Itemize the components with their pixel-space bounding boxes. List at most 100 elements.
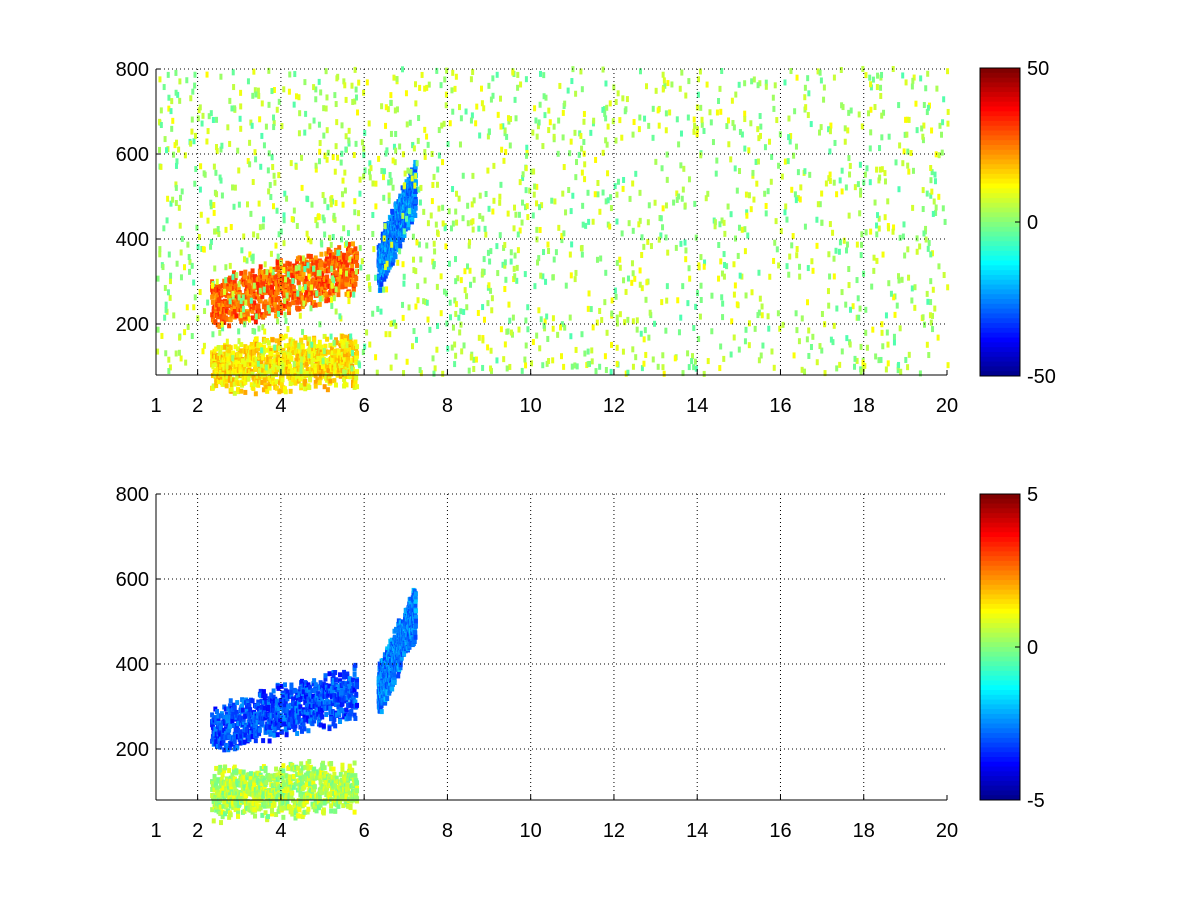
colorbar-segment — [980, 96, 1020, 103]
heatmap-cell — [472, 276, 476, 283]
heatmap-cell — [560, 232, 564, 239]
heatmap-cell — [930, 250, 934, 257]
heatmap-cell — [157, 146, 161, 153]
heatmap-cell — [392, 143, 396, 150]
heatmap-cell — [378, 261, 383, 267]
heatmap-cell — [417, 115, 421, 122]
heatmap-cell — [853, 363, 857, 370]
heatmap-cell — [347, 298, 351, 305]
heatmap-cell — [694, 303, 698, 310]
heatmap-cell — [287, 368, 292, 374]
heatmap-cell — [772, 105, 776, 112]
heatmap-cell — [240, 729, 245, 735]
heatmap-cell — [269, 278, 274, 284]
heatmap-cell — [220, 192, 224, 199]
heatmap-cell — [779, 228, 783, 235]
heatmap-cell — [666, 80, 670, 87]
heatmap-cell — [697, 335, 701, 342]
heatmap-cell — [250, 371, 255, 377]
heatmap-cell — [314, 162, 318, 169]
heatmap-cell — [822, 96, 826, 103]
heatmap-cell — [303, 386, 308, 392]
heatmap-cell — [249, 306, 254, 312]
heatmap-cell — [880, 71, 884, 78]
colorbar-segment — [980, 92, 1020, 98]
heatmap-cell — [156, 348, 160, 355]
colorbar-segment — [980, 197, 1020, 204]
heatmap-cell — [354, 140, 358, 147]
heatmap-cell — [266, 305, 270, 312]
colorbar-segment — [980, 260, 1020, 266]
heatmap-cell — [574, 346, 578, 353]
heatmap-cell — [828, 128, 832, 135]
heatmap-cell — [319, 373, 324, 379]
heatmap-cell — [835, 191, 839, 198]
heatmap-cell — [239, 270, 244, 276]
heatmap-cell — [227, 723, 232, 729]
heatmap-cell — [761, 342, 765, 349]
heatmap-cell — [755, 180, 759, 187]
heatmap-cell — [210, 294, 215, 300]
heatmap-cell — [679, 314, 683, 321]
heatmap-cell — [269, 250, 273, 257]
heatmap-cell — [312, 84, 316, 91]
heatmap-cell — [330, 282, 334, 289]
heatmap-cell — [881, 251, 885, 258]
heatmap-cell — [318, 295, 322, 302]
heatmap-cell — [867, 110, 871, 117]
heatmap-cell — [175, 260, 179, 267]
heatmap-cell — [158, 118, 162, 125]
colorbar-segment — [980, 308, 1020, 314]
heatmap-cell — [929, 165, 933, 172]
heatmap-cell — [759, 352, 763, 359]
heatmap-cell — [312, 117, 316, 124]
heatmap-cell — [353, 209, 357, 216]
heatmap-cell — [680, 69, 684, 76]
heatmap-cell — [392, 319, 396, 326]
heatmap-cell — [241, 699, 246, 705]
heatmap-cell — [354, 94, 358, 101]
heatmap-cell — [743, 116, 747, 123]
heatmap-cell — [319, 267, 324, 273]
heatmap-cell — [729, 351, 733, 358]
heatmap-cell — [927, 352, 931, 359]
colorbar-segment — [980, 289, 1020, 295]
heatmap-cell — [166, 71, 170, 78]
heatmap-cell — [332, 255, 337, 261]
heatmap-cell — [392, 74, 396, 81]
heatmap-cell — [664, 327, 668, 334]
heatmap-cell — [834, 247, 838, 254]
heatmap-cell — [298, 285, 302, 292]
heatmap-cell — [901, 160, 905, 167]
heatmap-cell — [189, 95, 193, 102]
heatmap-cell — [382, 276, 387, 282]
heatmap-cell — [312, 265, 316, 272]
heatmap-cell — [251, 178, 255, 185]
heatmap-cell — [747, 320, 751, 327]
heatmap-cell — [212, 209, 216, 216]
heatmap-cell — [793, 191, 797, 198]
heatmap-cell — [601, 66, 605, 73]
heatmap-cell — [188, 268, 192, 275]
heatmap-cell — [441, 370, 445, 377]
heatmap-cell — [501, 261, 505, 268]
heatmap-cell — [610, 310, 614, 317]
heatmap-cell — [827, 302, 831, 309]
heatmap-cell — [754, 158, 758, 165]
heatmap-cell — [904, 356, 908, 363]
heatmap-cell — [389, 99, 393, 106]
heatmap-cell — [763, 190, 767, 197]
heatmap-cell — [275, 106, 279, 113]
heatmap-cell — [333, 382, 338, 388]
heatmap-cell — [545, 313, 549, 320]
heatmap-cell — [524, 342, 528, 349]
heatmap-cell — [804, 104, 808, 111]
heatmap-cell — [791, 233, 795, 240]
colorbar-segment — [980, 202, 1020, 209]
heatmap-cell — [469, 353, 473, 360]
heatmap-cell — [838, 239, 842, 246]
heatmap-cell — [312, 337, 317, 343]
heatmap-cell — [243, 309, 248, 315]
heatmap-cell — [394, 353, 398, 360]
